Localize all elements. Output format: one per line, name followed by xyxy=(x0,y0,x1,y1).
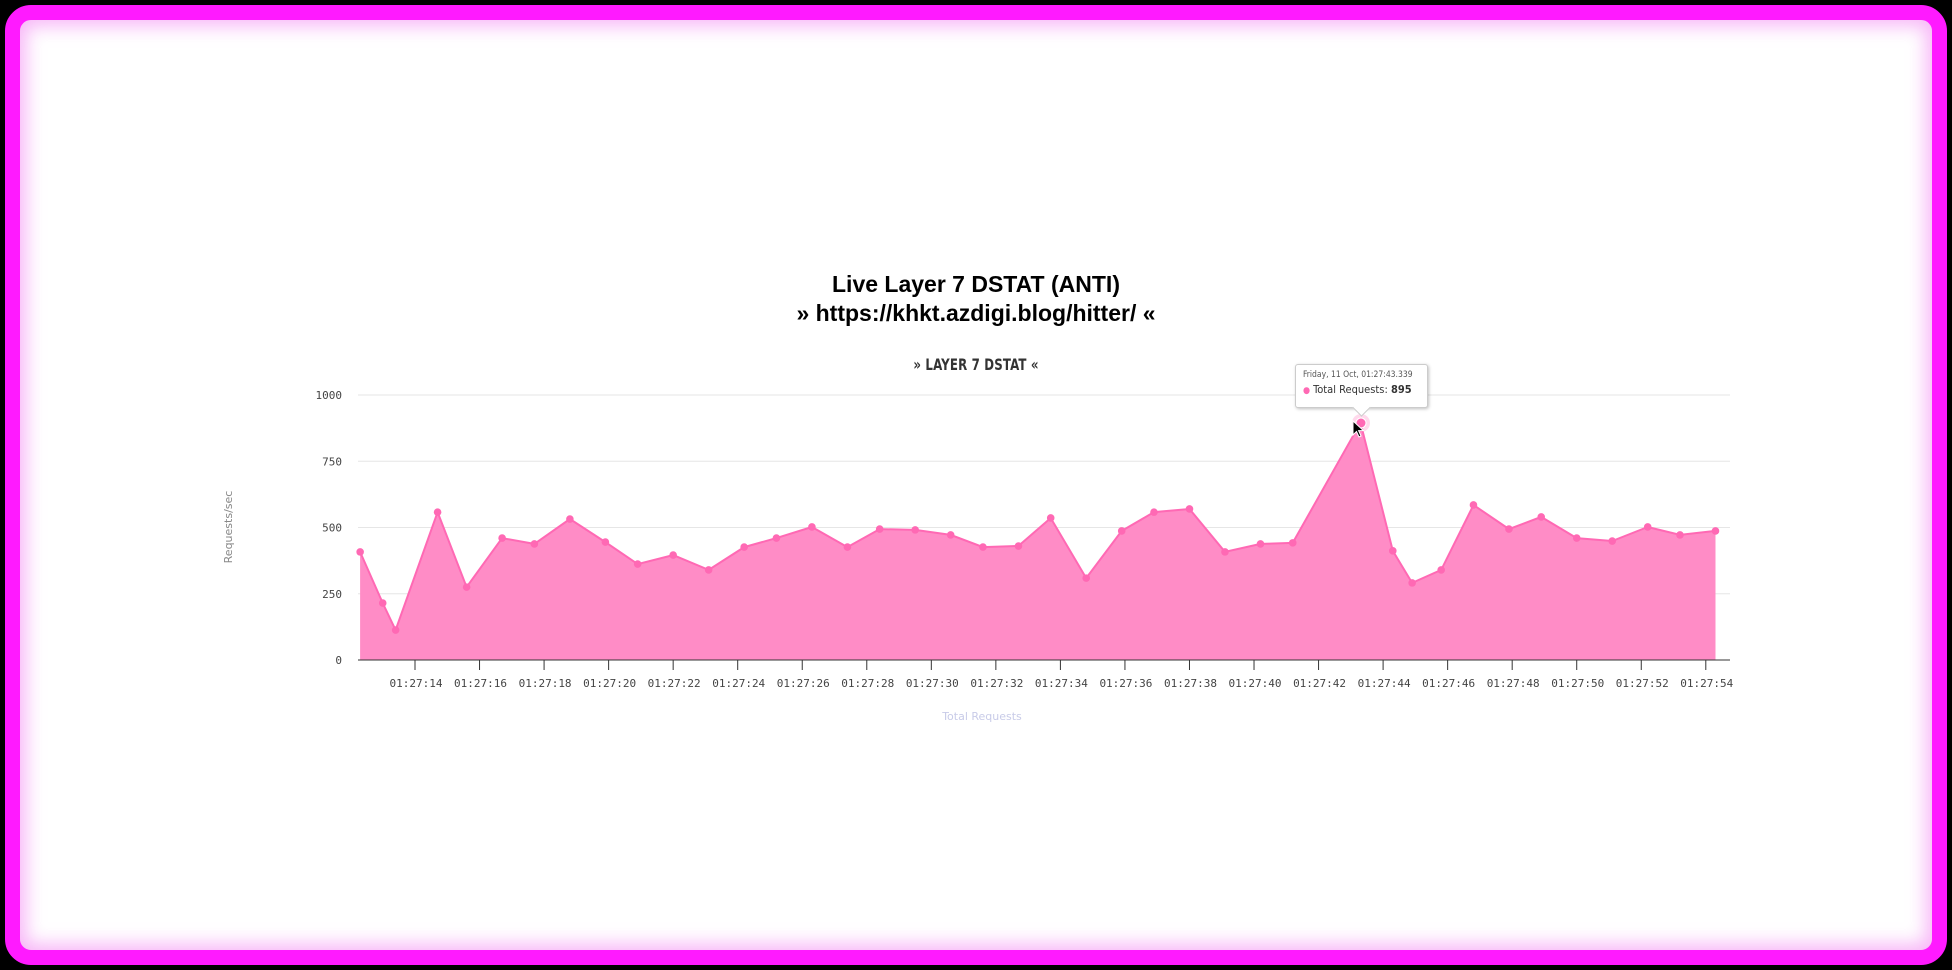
data-point[interactable] xyxy=(808,523,816,531)
page-header: Live Layer 7 DSTAT (ANTI) » https://khkt… xyxy=(0,270,1952,328)
data-point[interactable] xyxy=(462,583,471,591)
target-url: » https://khkt.azdigi.blog/hitter/ « xyxy=(796,300,1156,326)
y-tick-label: 750 xyxy=(322,455,342,468)
data-point[interactable] xyxy=(633,560,642,568)
data-point[interactable] xyxy=(946,531,955,539)
chart-title: » LAYER 7 DSTAT « xyxy=(913,355,1039,374)
x-tick-label: 01:27:16 xyxy=(454,677,507,690)
tooltip-series-label: Total Requests: xyxy=(1313,383,1391,396)
x-tick-label: 01:27:48 xyxy=(1487,677,1540,690)
x-tick-label: 01:27:32 xyxy=(970,677,1023,690)
x-tick-label: 01:27:40 xyxy=(1229,677,1282,690)
series-dot-icon: ● xyxy=(1303,386,1311,396)
data-point[interactable] xyxy=(1408,579,1416,587)
data-point[interactable] xyxy=(875,525,884,533)
data-point[interactable] xyxy=(1469,501,1478,509)
data-point[interactable] xyxy=(1643,523,1652,531)
x-tick-label: 01:27:30 xyxy=(906,677,959,690)
mouse-cursor-icon xyxy=(1352,420,1365,438)
data-point[interactable] xyxy=(1711,527,1720,535)
tooltip-value: 895 xyxy=(1390,383,1412,396)
data-point[interactable] xyxy=(772,534,781,542)
x-tick-label: 01:27:54 xyxy=(1680,677,1733,690)
data-point[interactable] xyxy=(979,543,987,551)
y-axis-labels: 0 250 500 750 1000 xyxy=(316,389,343,667)
x-tick-label: 01:27:50 xyxy=(1551,677,1604,690)
data-point[interactable] xyxy=(1505,525,1513,533)
y-axis-title: Requests/sec xyxy=(222,491,235,564)
x-tick-label: 01:27:14 xyxy=(390,677,443,690)
page-frame xyxy=(5,5,1947,965)
data-point[interactable] xyxy=(740,543,748,551)
series-area xyxy=(360,422,1716,660)
data-point[interactable] xyxy=(433,508,442,516)
data-point[interactable] xyxy=(378,599,387,607)
data-point[interactable] xyxy=(1221,548,1229,556)
data-point[interactable] xyxy=(1537,513,1546,521)
y-tick-label: 0 xyxy=(335,654,342,667)
data-point[interactable] xyxy=(1256,540,1265,548)
data-point[interactable] xyxy=(601,538,610,546)
x-axis-ticks: 01:27:14 01:27:16 01:27:18 01:27:20 01:27:22… xyxy=(390,660,1734,690)
data-point[interactable] xyxy=(1185,505,1194,513)
data-tooltip: Friday, 11 Oct, 01:27:43.339 ● Total Requ… xyxy=(1295,364,1428,417)
y-tick-label: 500 xyxy=(322,522,342,535)
data-point[interactable] xyxy=(498,534,506,542)
series-points[interactable] xyxy=(356,419,1720,634)
tooltip-date: Friday, 11 Oct, 01:27:43.339 xyxy=(1303,370,1413,380)
data-point[interactable] xyxy=(1082,574,1091,582)
data-point[interactable] xyxy=(530,540,539,548)
data-point[interactable] xyxy=(1117,527,1126,535)
x-tick-label: 01:27:24 xyxy=(712,677,765,690)
data-point[interactable] xyxy=(391,626,400,634)
data-point[interactable] xyxy=(843,543,852,551)
data-point[interactable] xyxy=(1572,534,1581,542)
data-point[interactable] xyxy=(1608,537,1617,545)
data-point[interactable] xyxy=(1388,547,1397,555)
data-point[interactable] xyxy=(911,526,919,534)
data-point[interactable] xyxy=(704,566,713,574)
data-point[interactable] xyxy=(669,551,677,559)
x-tick-label: 01:27:36 xyxy=(1099,677,1152,690)
x-tick-label: 01:27:52 xyxy=(1616,677,1669,690)
y-tick-label: 1000 xyxy=(316,389,343,402)
x-tick-label: 01:27:22 xyxy=(648,677,701,690)
x-tick-label: 01:27:42 xyxy=(1293,677,1346,690)
x-tick-label: 01:27:34 xyxy=(1035,677,1088,690)
data-point[interactable] xyxy=(1437,566,1445,574)
x-tick-label: 01:27:28 xyxy=(841,677,894,690)
data-point[interactable] xyxy=(1014,542,1023,550)
y-tick-label: 250 xyxy=(322,588,342,601)
page-title: Live Layer 7 DSTAT (ANTI) xyxy=(832,271,1120,297)
data-point[interactable] xyxy=(1288,539,1297,547)
data-point[interactable] xyxy=(566,515,574,523)
x-tick-label: 01:27:26 xyxy=(777,677,830,690)
data-point[interactable] xyxy=(1676,531,1684,539)
x-tick-label: 01:27:46 xyxy=(1422,677,1475,690)
data-point[interactable] xyxy=(1046,514,1055,522)
x-tick-label: 01:27:18 xyxy=(519,677,572,690)
data-point[interactable] xyxy=(1150,508,1158,516)
x-tick-label: 01:27:44 xyxy=(1358,677,1411,690)
data-point[interactable] xyxy=(356,548,364,556)
tooltip-row: ● Total Requests: 895 xyxy=(1303,383,1420,396)
x-axis-title: Total Requests xyxy=(941,710,1022,723)
x-tick-label: 01:27:20 xyxy=(583,677,636,690)
x-tick-label: 01:27:38 xyxy=(1164,677,1217,690)
